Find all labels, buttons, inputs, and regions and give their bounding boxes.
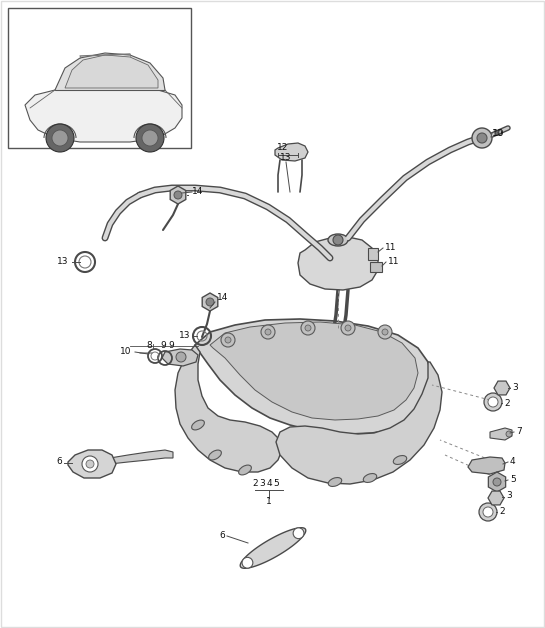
Polygon shape [65,55,158,88]
Polygon shape [370,262,382,272]
Polygon shape [240,528,306,568]
Circle shape [484,393,502,411]
Polygon shape [276,362,442,484]
Polygon shape [275,143,308,161]
Text: 6: 6 [56,458,62,467]
Circle shape [305,325,311,331]
Polygon shape [55,53,165,90]
Polygon shape [110,450,173,464]
Circle shape [52,130,68,146]
Circle shape [477,133,487,143]
Ellipse shape [209,450,221,460]
Ellipse shape [239,465,251,475]
Text: 13: 13 [57,257,68,266]
Polygon shape [368,248,378,260]
Circle shape [293,528,304,539]
Circle shape [136,124,164,152]
Text: 14: 14 [217,293,228,303]
Circle shape [142,130,158,146]
Circle shape [206,298,214,306]
Circle shape [261,325,275,339]
Ellipse shape [192,420,204,430]
Circle shape [301,321,315,335]
Text: 1: 1 [266,497,272,507]
Polygon shape [162,349,198,366]
Text: 10: 10 [493,129,505,138]
Text: 9: 9 [168,342,174,350]
Polygon shape [468,457,505,474]
Text: 7: 7 [516,428,522,436]
Ellipse shape [328,477,342,487]
Circle shape [46,124,74,152]
Circle shape [174,191,182,199]
Circle shape [225,337,231,343]
Polygon shape [488,472,506,492]
Text: 4: 4 [266,480,272,489]
Polygon shape [195,319,432,434]
Text: 8: 8 [146,342,152,350]
Text: 10: 10 [119,347,131,357]
Ellipse shape [328,234,348,246]
Polygon shape [25,88,182,142]
Text: 11: 11 [385,244,397,252]
Polygon shape [175,345,282,472]
Text: 3: 3 [259,480,265,489]
Text: 13: 13 [179,332,190,340]
Circle shape [378,325,392,339]
Circle shape [488,397,498,407]
Text: 11: 11 [388,257,399,266]
Circle shape [221,333,235,347]
Text: 10: 10 [492,129,504,138]
Polygon shape [170,186,186,204]
Text: 9: 9 [160,342,166,350]
Polygon shape [488,491,504,505]
Polygon shape [490,428,512,440]
Circle shape [242,558,253,568]
Text: 13: 13 [280,153,292,163]
Polygon shape [298,237,378,290]
Text: 5: 5 [510,475,516,484]
Circle shape [176,352,186,362]
Circle shape [483,507,493,517]
Circle shape [265,329,271,335]
Polygon shape [68,450,116,478]
Text: 2: 2 [504,399,510,408]
Circle shape [506,431,512,437]
Polygon shape [202,293,218,311]
Circle shape [86,460,94,468]
Text: 2: 2 [499,507,505,516]
Polygon shape [210,322,418,420]
Circle shape [382,329,388,335]
Text: 4: 4 [510,458,516,467]
Circle shape [341,321,355,335]
Text: 12: 12 [277,144,289,153]
Ellipse shape [393,455,407,465]
Circle shape [493,478,501,486]
Ellipse shape [364,474,377,482]
Text: 14: 14 [192,188,203,197]
Text: 3: 3 [506,492,512,501]
Text: 5: 5 [273,480,279,489]
Text: 6: 6 [219,531,225,539]
Circle shape [333,235,343,245]
Circle shape [479,503,497,521]
Polygon shape [494,381,510,395]
Circle shape [345,325,351,331]
Bar [8,8,191,148]
Text: 3: 3 [512,384,518,392]
Circle shape [82,456,98,472]
Text: 2: 2 [252,480,258,489]
Circle shape [472,128,492,148]
